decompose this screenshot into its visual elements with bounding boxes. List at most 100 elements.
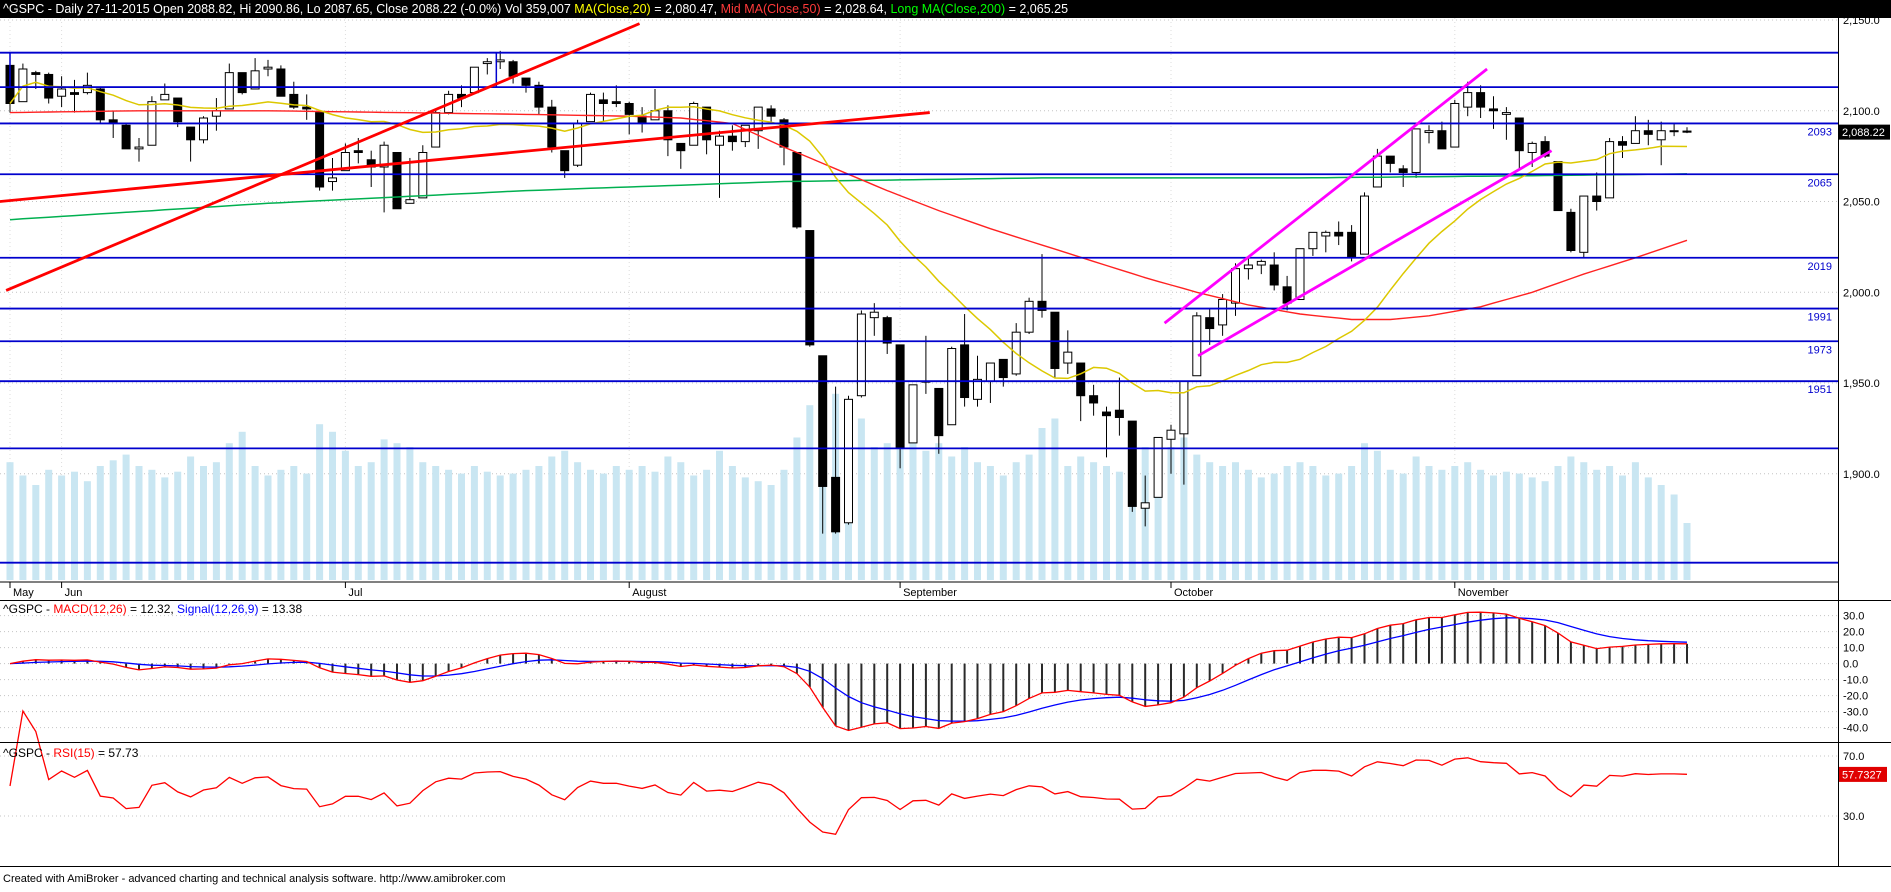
- volume-bar: [200, 466, 207, 580]
- trendlines: [0, 22, 1553, 357]
- candle-body: [766, 108, 776, 117]
- candle-body: [1256, 260, 1266, 266]
- candle-body: [895, 344, 905, 449]
- volume-bar: [1399, 473, 1407, 580]
- candle-body: [792, 151, 802, 228]
- volume-bar: [935, 443, 943, 580]
- magenta-channel-lower[interactable]: [1197, 149, 1553, 357]
- volume-bar: [857, 418, 865, 580]
- axis-tick-label: 2,000.0: [1843, 287, 1880, 299]
- volume-bar: [238, 431, 246, 580]
- svg-text:57.7327: 57.7327: [1842, 769, 1882, 781]
- volume-bar: [71, 471, 78, 580]
- magenta-channel-upper[interactable]: [1163, 67, 1488, 325]
- volume-bar: [1335, 473, 1343, 580]
- candle-body: [1153, 436, 1163, 498]
- support-resistance-lines: 2093 2065 2019 1991 1973 1951: [0, 51, 1838, 564]
- candle-body: [418, 151, 428, 199]
- candle-body: [1476, 92, 1486, 108]
- volume-bar: [716, 450, 723, 580]
- candle-body: [1192, 315, 1202, 377]
- candle-body: [611, 101, 621, 104]
- volume-bar: [1206, 462, 1214, 580]
- candle-body: [1347, 231, 1357, 259]
- candle-body: [1643, 130, 1653, 135]
- month-label: August: [632, 587, 666, 599]
- volume-bar: [1528, 477, 1536, 580]
- red-shallow-trendline[interactable]: [0, 111, 930, 203]
- candle-body: [1463, 92, 1473, 108]
- candle-body: [1243, 264, 1253, 270]
- volume-bar: [341, 450, 349, 580]
- candle-body: [689, 102, 699, 146]
- volume-bar: [1038, 428, 1046, 580]
- candle-body: [315, 112, 325, 188]
- axis-tick-label: 30.0: [1843, 811, 1864, 823]
- candle-body: [560, 150, 570, 172]
- volume-bar: [793, 437, 801, 580]
- value-axis[interactable]: [1838, 18, 1891, 866]
- candle-body: [1669, 130, 1679, 133]
- volume-bar: [870, 447, 878, 580]
- volume-bar: [1051, 418, 1059, 580]
- volume-bar: [393, 443, 401, 580]
- candle-body: [276, 68, 286, 97]
- candle-body: [1360, 195, 1369, 255]
- axis-tick-label: -30.0: [1843, 707, 1868, 719]
- volume-bar: [1244, 469, 1252, 580]
- volume-bar: [251, 466, 259, 580]
- volume-bar: [948, 456, 956, 580]
- volume-bar: [161, 477, 169, 580]
- volume-bar: [380, 439, 388, 580]
- macd-histogram: [21, 612, 1688, 731]
- axis-tick-label: -40.0: [1843, 723, 1868, 735]
- volume-bar: [432, 466, 440, 580]
- candle-body: [1050, 311, 1060, 369]
- volume-bar: [651, 471, 659, 580]
- volume-bar: [1270, 473, 1278, 580]
- axis-tick-label: 10.0: [1843, 643, 1864, 655]
- title-segment: ^GSPC - Daily 27-11-2015 Open 2088.82, H…: [3, 2, 575, 16]
- volume-bar: [1670, 494, 1678, 580]
- macd-panel[interactable]: [0, 600, 1838, 742]
- candle-body: [1385, 155, 1395, 164]
- candle-body: [431, 112, 441, 148]
- volume-bar: [1232, 462, 1239, 580]
- title-segment: MACD(12,26): [53, 602, 127, 616]
- title-segment: = 2,028.64,: [820, 2, 891, 16]
- candle-body: [405, 199, 415, 204]
- volume-bar: [728, 466, 736, 580]
- volume-bar: [45, 469, 53, 580]
- volume-bar: [883, 443, 891, 580]
- status-bar: Created with AmiBroker - advanced charti…: [0, 868, 1891, 892]
- volume-bar: [1064, 466, 1072, 580]
- volume-bar: [1283, 466, 1291, 580]
- volume-bar: [1502, 471, 1510, 580]
- rsi-panel[interactable]: [0, 742, 1838, 866]
- title-segment: = 57.73: [94, 746, 139, 760]
- month-label: Jun: [65, 587, 83, 599]
- candlesticks: [5, 50, 1692, 534]
- month-axis-labels: May Jun Jul August September October November: [9, 582, 1509, 599]
- month-label: September: [903, 587, 957, 599]
- volume-bar: [316, 424, 324, 580]
- consolidation-box[interactable]: [9, 51, 498, 88]
- axis-tick-label: 1,950.0: [1843, 378, 1880, 390]
- axis-tick-label: 2,100.0: [1843, 106, 1880, 118]
- volume-bar: [1541, 481, 1549, 580]
- candle-body: [1140, 502, 1150, 509]
- candle-body: [676, 142, 686, 152]
- title-segment: = 12.32,: [126, 602, 178, 616]
- volume-bar: [174, 471, 182, 580]
- candle-body: [1592, 195, 1602, 202]
- candle-body: [1282, 286, 1292, 304]
- axis-tick-label: 1,900.0: [1843, 469, 1880, 481]
- candle-body: [95, 88, 105, 121]
- volume-bar: [1219, 466, 1227, 580]
- candle-body: [831, 476, 841, 533]
- volume-bar: [587, 469, 594, 580]
- candle-body: [1295, 248, 1305, 301]
- candle-body: [586, 93, 595, 123]
- red-steep-trendline[interactable]: [5, 22, 641, 292]
- volume-bar: [1077, 456, 1085, 580]
